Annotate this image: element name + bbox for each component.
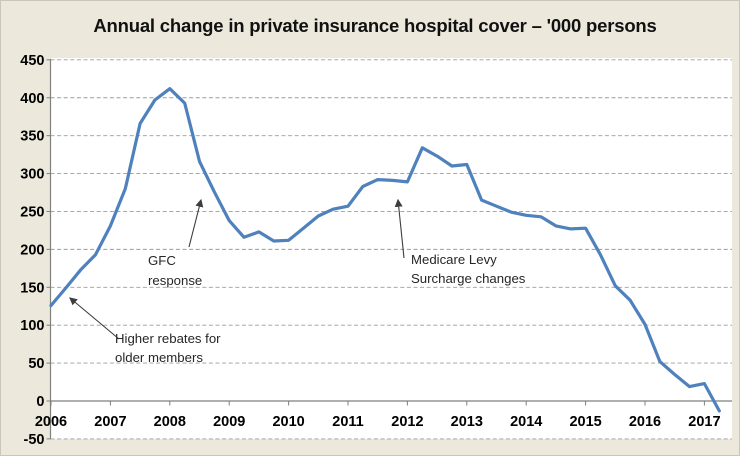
x-axis-label-2011: 2011 bbox=[332, 414, 363, 430]
x-axis-label-2010: 2010 bbox=[272, 414, 304, 430]
y-axis-label-300: 300 bbox=[20, 167, 44, 183]
x-axis-label-2016: 2016 bbox=[629, 414, 661, 430]
y-axis-label-250: 250 bbox=[20, 204, 44, 220]
y-axis-label-350: 350 bbox=[20, 129, 44, 145]
x-axis-label-2007: 2007 bbox=[94, 414, 126, 430]
y-axis-label-450: 450 bbox=[20, 53, 44, 69]
y-axis-label-200: 200 bbox=[20, 242, 44, 258]
axis-ticks bbox=[46, 59, 705, 440]
x-axis-label-2017: 2017 bbox=[688, 414, 720, 430]
x-axis-label-2014: 2014 bbox=[510, 414, 542, 430]
y-axis-label-150: 150 bbox=[20, 280, 44, 296]
annotation-medicare-levy: Medicare Levy Surcharge changes bbox=[394, 198, 526, 286]
annotation-text-gfc-response-1: response bbox=[148, 273, 202, 288]
chart-title: Annual change in private insurance hospi… bbox=[93, 15, 656, 36]
x-axis-label-2008: 2008 bbox=[154, 414, 186, 430]
axis-labels: 450 400 350 300 250 200 150 100 50 0 -50 2006 2007 20… bbox=[20, 53, 720, 448]
plot-area bbox=[50, 58, 732, 439]
annotation-text-medicare-levy-1: Surcharge changes bbox=[411, 271, 526, 286]
annotations: Higher rebates for older members GFC respon… bbox=[69, 198, 526, 365]
x-axis-label-2009: 2009 bbox=[213, 414, 245, 430]
annotation-text-medicare-levy-0: Medicare Levy bbox=[411, 252, 497, 267]
annotation-arrow-medicare-levy bbox=[394, 198, 405, 259]
y-axis-label-0: 0 bbox=[36, 394, 44, 410]
y-axis-label-100: 100 bbox=[20, 318, 44, 334]
data-series-line bbox=[49, 87, 721, 413]
x-axis-label-2006: 2006 bbox=[35, 414, 67, 430]
annotation-text-gfc-response-0: GFC bbox=[148, 253, 176, 268]
x-axis-label-2012: 2012 bbox=[391, 414, 423, 430]
y-axis-label-400: 400 bbox=[20, 91, 44, 107]
annotation-gfc-response: GFC response bbox=[148, 198, 204, 288]
annotation-arrow-higher-rebates bbox=[69, 297, 120, 340]
y-axis-label-50: 50 bbox=[28, 356, 44, 372]
annotation-text-higher-rebates-0: Higher rebates for bbox=[115, 331, 221, 346]
y-axis-label--50: -50 bbox=[24, 432, 45, 448]
annotation-text-higher-rebates-1: older members bbox=[115, 350, 203, 365]
x-axis-label-2013: 2013 bbox=[451, 414, 483, 430]
annotation-arrow-gfc-response bbox=[188, 198, 204, 248]
annotation-higher-rebates: Higher rebates for older members bbox=[69, 297, 221, 365]
x-axis-label-2015: 2015 bbox=[569, 414, 601, 430]
